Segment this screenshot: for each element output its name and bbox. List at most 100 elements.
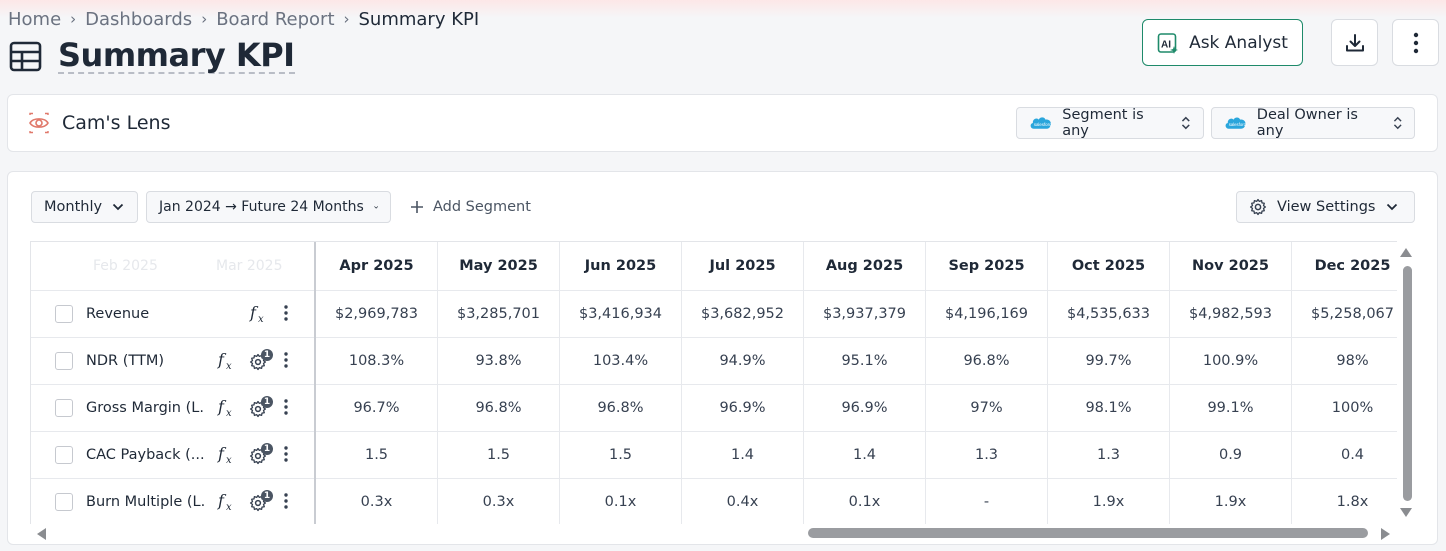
horizontal-scrollbar-thumb[interactable] <box>808 528 1368 538</box>
table-cell[interactable]: 95.1% <box>804 337 925 384</box>
column-header[interactable]: Nov 2025 <box>1192 258 1269 274</box>
download-button[interactable] <box>1331 19 1378 66</box>
table-cell[interactable]: $4,196,169 <box>926 290 1047 337</box>
table-cell[interactable]: $2,969,783 <box>316 290 437 337</box>
table-cell[interactable]: 1.5 <box>438 431 559 478</box>
table-cell[interactable]: 98% <box>1292 337 1397 384</box>
metric-name[interactable]: Burn Multiple (L... <box>86 494 204 510</box>
row-menu-icon[interactable] <box>283 304 289 322</box>
table-cell[interactable]: 99.7% <box>1048 337 1169 384</box>
row-menu-icon[interactable] <box>283 492 289 510</box>
table-cell[interactable]: 0.1x <box>560 478 681 524</box>
table-cell[interactable]: $4,982,593 <box>1170 290 1291 337</box>
column-header[interactable]: Sep 2025 <box>948 258 1025 274</box>
scroll-up-arrow[interactable] <box>1400 248 1412 257</box>
table-cell[interactable]: 97% <box>926 384 1047 431</box>
metric-settings-icon[interactable]: 1 <box>249 490 275 514</box>
lens-selector[interactable]: Cam's Lens <box>28 112 170 134</box>
scroll-down-arrow[interactable] <box>1400 508 1412 517</box>
row-checkbox[interactable] <box>55 399 73 417</box>
add-segment-button[interactable]: Add Segment <box>410 191 531 223</box>
scroll-left-arrow[interactable] <box>37 528 46 540</box>
table-cell[interactable]: $3,937,379 <box>804 290 925 337</box>
breadcrumb-dashboards[interactable]: Dashboards <box>85 8 193 30</box>
row-menu-icon[interactable] <box>283 398 289 416</box>
row-checkbox[interactable] <box>55 352 73 370</box>
table-cell[interactable]: 1.3 <box>1048 431 1169 478</box>
table-cell[interactable]: 94.9% <box>682 337 803 384</box>
table-cell[interactable]: 1.4 <box>804 431 925 478</box>
metric-name[interactable]: Gross Margin (L... <box>86 400 204 416</box>
table-cell[interactable]: 96.8% <box>560 384 681 431</box>
row-checkbox[interactable] <box>55 446 73 464</box>
row-menu-icon[interactable] <box>283 445 289 463</box>
table-cell[interactable]: $4,535,633 <box>1048 290 1169 337</box>
table-cell[interactable]: 0.3x <box>438 478 559 524</box>
column-header[interactable]: Jun 2025 <box>584 258 657 274</box>
table-cell[interactable]: 0.3x <box>316 478 437 524</box>
table-cell[interactable]: 1.5 <box>316 431 437 478</box>
table-cell[interactable]: 96.8% <box>926 337 1047 384</box>
scroll-right-arrow[interactable] <box>1381 528 1390 540</box>
table-cell[interactable]: 96.8% <box>438 384 559 431</box>
breadcrumb-board-report[interactable]: Board Report <box>216 8 335 30</box>
column-header[interactable]: May 2025 <box>459 258 538 274</box>
table-cell[interactable]: 96.9% <box>682 384 803 431</box>
column-header[interactable]: Apr 2025 <box>339 258 414 274</box>
table-cell[interactable]: 108.3% <box>316 337 437 384</box>
metric-row[interactable]: Revenue f x <box>31 290 314 337</box>
table-cell[interactable]: 0.9 <box>1170 431 1291 478</box>
row-menu-icon[interactable] <box>283 351 289 369</box>
table-cell[interactable]: $5,258,067 <box>1292 290 1397 337</box>
metric-row[interactable]: Gross Margin (L... f x 1 <box>31 384 314 431</box>
table-cell[interactable]: 0.1x <box>804 478 925 524</box>
table-cell[interactable]: 103.4% <box>560 337 681 384</box>
table-cell[interactable]: 1.9x <box>1170 478 1291 524</box>
metric-settings-icon[interactable]: 1 <box>249 443 275 467</box>
ask-analyst-button[interactable]: AI Ask Analyst <box>1142 19 1303 66</box>
table-cell[interactable]: 100% <box>1292 384 1397 431</box>
table-cell[interactable]: 1.5 <box>560 431 681 478</box>
table-cell[interactable]: 93.8% <box>438 337 559 384</box>
table-cell[interactable]: $3,285,701 <box>438 290 559 337</box>
table-cell[interactable]: 98.1% <box>1048 384 1169 431</box>
table-cell[interactable]: - <box>926 478 1047 524</box>
metric-row[interactable]: CAC Payback (... f x 1 <box>31 431 314 478</box>
table-cell[interactable]: 1.4 <box>682 431 803 478</box>
row-checkbox[interactable] <box>55 305 73 323</box>
metric-row[interactable]: Burn Multiple (L... f x 1 <box>31 478 314 524</box>
more-button[interactable] <box>1392 19 1439 66</box>
table-cell[interactable]: 1.9x <box>1048 478 1169 524</box>
deal-owner-filter[interactable]: salesforce Deal Owner is any <box>1211 107 1415 139</box>
breadcrumb-home[interactable]: Home <box>8 8 62 30</box>
segment-filter[interactable]: salesforce Segment is any <box>1016 107 1204 139</box>
metric-name[interactable]: NDR (TTM) <box>86 353 164 369</box>
view-settings-button[interactable]: View Settings <box>1236 191 1415 223</box>
metric-settings-icon[interactable]: 1 <box>249 349 275 373</box>
table-cell[interactable]: $3,416,934 <box>560 290 681 337</box>
table-cell[interactable]: 100.9% <box>1170 337 1291 384</box>
metric-name[interactable]: CAC Payback (... <box>86 447 204 463</box>
column-header[interactable]: Jul 2025 <box>709 258 776 274</box>
date-range-dropdown[interactable]: Jan 2024 → Future 24 Months <box>146 191 391 223</box>
table-cell[interactable]: 0.4 <box>1292 431 1397 478</box>
table-cell[interactable]: 1.8x <box>1292 478 1397 524</box>
metric-name[interactable]: Revenue <box>86 306 150 322</box>
period-dropdown[interactable]: Monthly <box>31 191 138 223</box>
page-title[interactable]: Summary KPI <box>58 36 295 74</box>
column-header[interactable]: Dec 2025 <box>1314 258 1391 274</box>
table-cell[interactable]: 96.9% <box>804 384 925 431</box>
metric-row[interactable]: NDR (TTM) f x 1 <box>31 337 314 384</box>
table-cell[interactable]: 99.1% <box>1170 384 1291 431</box>
row-checkbox[interactable] <box>55 493 73 511</box>
metric-settings-icon[interactable]: 1 <box>249 396 275 420</box>
table-cell[interactable]: $3,682,952 <box>682 290 803 337</box>
vertical-scrollbar-thumb[interactable] <box>1403 266 1412 501</box>
column-header[interactable]: Oct 2025 <box>1071 258 1146 274</box>
table-cell[interactable]: 0.4x <box>682 478 803 524</box>
